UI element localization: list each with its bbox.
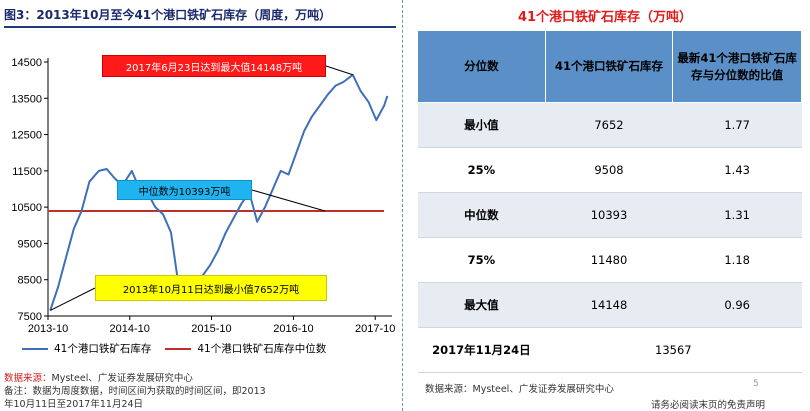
table-header-row: 分位数 41个港口铁矿石库存 最新41个港口铁矿石库存与分位数的比值 (417, 30, 802, 103)
page-number: 5 (753, 379, 759, 389)
series-lines (48, 65, 389, 311)
table-row: 最大值 14148 0.96 (417, 282, 802, 328)
y-tick-label: 8500 (18, 275, 42, 287)
inventory-line (49, 73, 389, 311)
table-row-latest: 2017年11月24日 13567 (417, 327, 802, 373)
remark-note-2: 年10月11日至2017年11月24日 (4, 399, 144, 410)
y-tick-label: 9500 (18, 238, 42, 250)
table-row: 中位数 10393 1.31 (417, 192, 802, 238)
row-label: 最大值 (417, 282, 546, 328)
y-tick-label: 14500 (11, 57, 42, 69)
max-leader-line (325, 65, 353, 76)
latest-value: 13567 (545, 327, 802, 373)
y-tick-label: 7500 (18, 311, 42, 323)
chart-legend: 41个港口铁矿石库存 41个港口铁矿石库存中位数 (22, 341, 326, 356)
x-tick-label: 2014-10 (110, 323, 150, 335)
row-label: 75% (417, 237, 546, 283)
x-tick-label: 2013-10 (28, 323, 68, 335)
table-source: 数据来源：Mysteel、广发证券发展研究中心 (425, 384, 614, 395)
header-stock: 41个港口铁矿石库存 (544, 30, 674, 103)
legend-item-inventory: 41个港口铁矿石库存 (22, 341, 151, 356)
table-panel: 41个港口铁矿石库存（万吨） 分位数 41个港口铁矿石库存 最新41个港口铁矿石… (405, 0, 810, 411)
table-row: 75% 11480 1.18 (417, 237, 802, 283)
x-tick-label: 2017-10 (355, 323, 395, 335)
y-tick-label: 12500 (11, 130, 42, 142)
row-label: 中位数 (417, 192, 546, 238)
min-value-callout: 2013年10月11日达到最小值7652万吨 (95, 275, 327, 301)
legend-swatch-median (165, 347, 192, 350)
figure-title: 图3：2013年10月至今41个港口铁矿石库存（周度，万吨） (4, 8, 332, 22)
median-leader-line (251, 189, 326, 212)
legend-label-median: 41个港口铁矿石库存中位数 (197, 343, 327, 355)
legend-swatch-inventory (22, 347, 48, 350)
row-ratio: 1.31 (672, 192, 802, 238)
median-callout: 中位数为10393万吨 (117, 180, 252, 200)
row-ratio: 1.18 (672, 237, 802, 283)
table-row: 最小值 7652 1.77 (417, 102, 802, 148)
remark-note: 备注：数据为周度数据，时间区间为获取的时间区间，即2013 (4, 386, 266, 397)
y-tick-label: 10500 (11, 202, 42, 214)
header-ratio: 最新41个港口铁矿石库存与分位数的比值 (672, 30, 802, 103)
row-stock: 11480 (545, 237, 673, 283)
max-value-callout: 2017年6月23日达到最大值14148万吨 (102, 55, 326, 77)
table-row: 25% 9508 1.43 (417, 147, 802, 193)
row-ratio: 1.77 (672, 102, 802, 148)
inventory-line-chart: 14500 13500 12500 11500 10500 9500 8500 7500 20… (11, 57, 395, 335)
legend-label-inventory: 41个港口铁矿石库存 (54, 343, 152, 355)
row-stock: 7652 (545, 102, 673, 148)
x-axis: 2013-10 2014-10 2015-10 2016-10 2017-10 (28, 315, 395, 335)
row-label: 25% (417, 147, 546, 193)
row-stock: 10393 (545, 192, 673, 238)
y-tick-label: 13500 (11, 93, 42, 105)
latest-date: 2017年11月24日 (417, 327, 546, 373)
quantile-table: 分位数 41个港口铁矿石库存 最新41个港口铁矿石库存与分位数的比值 最小值 7… (417, 30, 802, 373)
x-tick-label: 2015-10 (191, 323, 231, 335)
title-rule (4, 26, 396, 28)
row-stock: 9508 (545, 147, 673, 193)
y-tick-label: 11500 (12, 166, 42, 178)
row-ratio: 0.96 (672, 282, 802, 328)
y-axis: 14500 13500 12500 11500 10500 9500 8500 7500 (11, 57, 49, 323)
chart-notes: 数据来源：Mysteel、广发证券发展研究中心 备注：数据为周度数据，时间区间为… (4, 372, 266, 411)
source-text: Mysteel、广发证券发展研究中心 (51, 373, 193, 384)
panel-divider (402, 0, 403, 411)
min-leader-line (50, 287, 96, 311)
legend-item-median: 41个港口铁矿石库存中位数 (165, 341, 326, 356)
source-label: 数据来源： (4, 373, 52, 384)
row-ratio: 1.43 (672, 147, 802, 193)
header-quantile: 分位数 (417, 30, 546, 103)
x-tick-label: 2016-10 (273, 323, 313, 335)
chart-panel: 图3：2013年10月至今41个港口铁矿石库存（周度，万吨） 14500 1350… (0, 0, 400, 411)
row-stock: 14148 (545, 282, 673, 328)
table-title: 41个港口铁矿石库存（万吨） (517, 10, 693, 25)
row-label: 最小值 (417, 102, 546, 148)
source-note: 数据来源：Mysteel、广发证券发展研究中心 (4, 372, 266, 385)
disclaimer: 请务必阅读末页的免责声明 (651, 400, 766, 411)
